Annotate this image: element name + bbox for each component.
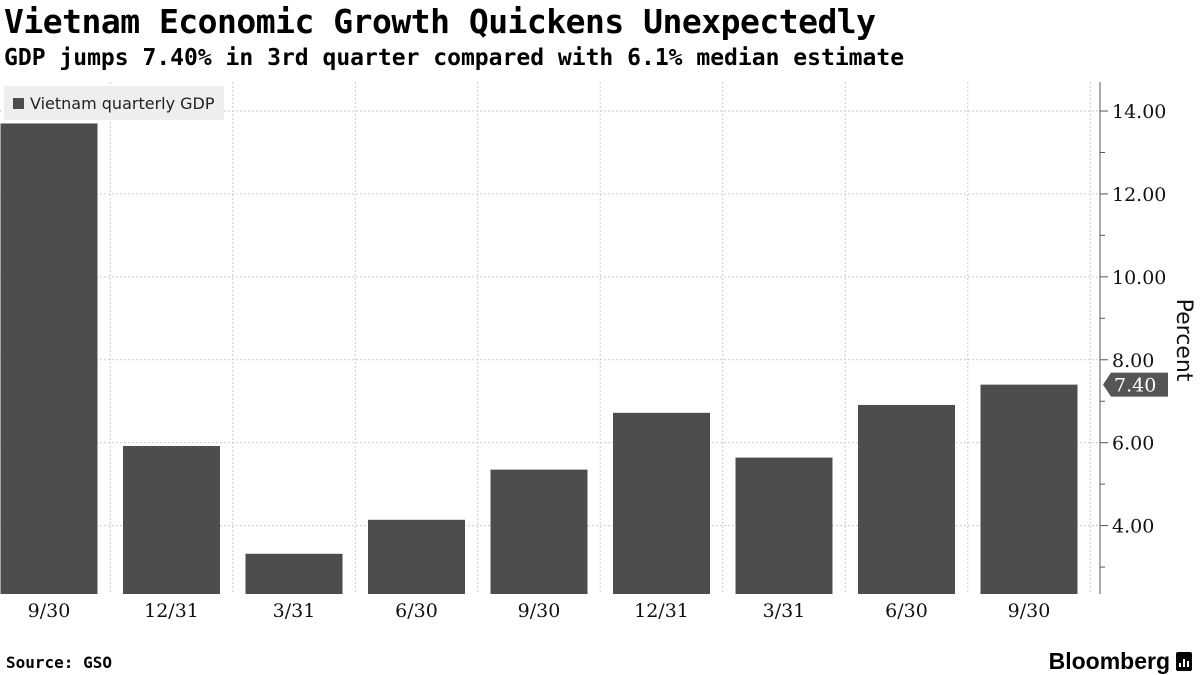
bar: [735, 457, 833, 594]
y-tick-label: 6.00: [1112, 433, 1154, 455]
y-axis-label: Percent: [1171, 299, 1196, 382]
bar: [858, 404, 955, 594]
bar: [123, 445, 220, 594]
bar: [0, 123, 98, 594]
bar: [980, 384, 1078, 594]
y-tick-label: 14.00: [1112, 101, 1166, 123]
chart-subtitle: GDP jumps 7.40% in 3rd quarter compared …: [4, 45, 905, 71]
x-tick-label: 3/31: [763, 600, 806, 622]
y-tick-label: 12.00: [1112, 184, 1166, 206]
y-tick-label: 8.00: [1112, 350, 1154, 372]
x-tick-label: 6/30: [395, 600, 438, 622]
x-tick-label: 12/31: [144, 600, 199, 622]
y-tick-label: 4.00: [1112, 516, 1154, 538]
legend-swatch: [13, 97, 24, 109]
chart-title: Vietnam Economic Growth Quickens Unexpec…: [4, 2, 876, 41]
bloomberg-bars-icon: [1176, 652, 1192, 671]
chart-legend: Vietnam quarterly GDP: [4, 86, 224, 120]
bar: [368, 519, 465, 594]
bar: [490, 469, 588, 594]
bar: [245, 553, 343, 594]
x-tick-label: 9/30: [518, 600, 561, 622]
value-callout-box: [1103, 372, 1168, 397]
bar: [613, 412, 710, 594]
x-tick-label: 3/31: [273, 600, 316, 622]
x-tick-label: 9/30: [28, 600, 71, 622]
legend-label: Vietnam quarterly GDP: [30, 93, 215, 113]
x-tick-label: 6/30: [885, 600, 928, 622]
y-tick-label: 10.00: [1112, 267, 1166, 289]
source-note: Source: GSO: [6, 653, 112, 672]
x-tick-label: 9/30: [1008, 600, 1051, 622]
x-tick-label: 12/31: [634, 600, 689, 622]
brand-name: Bloomberg: [1048, 648, 1170, 674]
bloomberg-logo: Bloomberg: [1049, 648, 1192, 675]
value-callout-label: 7.40: [1114, 375, 1156, 397]
